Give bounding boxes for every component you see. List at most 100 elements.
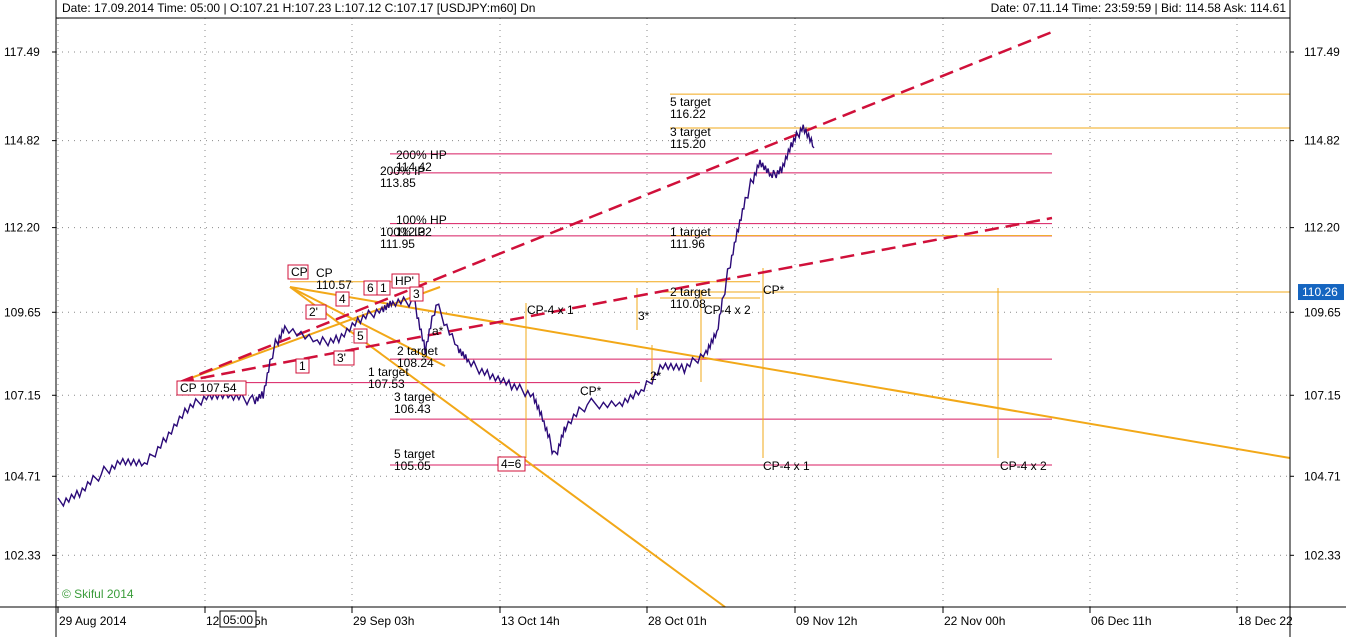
wave-label: 4 <box>339 292 346 306</box>
level-label: 2 target <box>397 344 438 358</box>
wave-label-box-11 <box>176 380 247 396</box>
level-label: 3 target <box>670 125 711 139</box>
watermark: © Skiful 2014 <box>62 587 134 601</box>
level-label: 112.32 <box>396 225 432 239</box>
wave-label-box-4 <box>335 291 350 307</box>
wave-label-box-2 <box>305 304 327 320</box>
header-left-info: Date: 17.09.2014 Time: 05:00 | O:107.21 … <box>62 1 536 15</box>
y-tick-label-left: 104.71 <box>4 469 41 483</box>
x-tick-label: 29 Aug 2014 <box>59 614 127 628</box>
y-tick-label-right: 107.15 <box>1304 388 1341 402</box>
level-label: 100% IP <box>380 225 425 239</box>
level-label: 107.53 <box>368 377 405 391</box>
wave-label: 5 <box>357 329 364 343</box>
crosshair-time-box <box>219 610 257 628</box>
level-label: 200% IP <box>380 164 425 178</box>
wave-label: 1 <box>380 281 387 295</box>
level-label: 3 target <box>394 390 435 404</box>
annotation-7: a* <box>432 324 444 338</box>
wave-label: 6 <box>367 281 374 295</box>
level-label: 100% HP <box>396 213 447 227</box>
grid-lines <box>56 18 1290 607</box>
wave-label: 3' <box>337 351 346 365</box>
x-tick-label: 18 Dec 22 <box>1238 614 1293 628</box>
orange-trendline-0 <box>289 286 1291 459</box>
price-line <box>57 124 815 508</box>
level-label: CP* <box>763 283 785 297</box>
y-tick-label-left: 112.20 <box>4 221 40 235</box>
wave-label-box-1 <box>295 358 310 374</box>
level-label: 108.24 <box>397 356 434 370</box>
level-label: 106.43 <box>394 402 431 416</box>
x-tick-label: 13 Oct 14h <box>501 614 560 628</box>
y-tick-label-left: 109.65 <box>4 305 41 319</box>
x-tick-label: 29 Sep 03h <box>353 614 414 628</box>
level-label: 5 target <box>394 447 435 461</box>
price-series <box>57 124 815 508</box>
wave-label-box-7 <box>376 280 391 296</box>
header-right-info: Date: 07.11.14 Time: 23:59:59 | Bid: 114… <box>990 1 1286 15</box>
annotation-5: CP-4 x 1 <box>763 459 810 473</box>
level-label: 114.42 <box>396 160 432 174</box>
x-tick-label: 22 Nov 00h <box>944 614 1005 628</box>
y-tick-label-right: 109.65 <box>1304 305 1341 319</box>
wave-label: 2' <box>309 305 318 319</box>
level-label: 105.05 <box>394 459 431 473</box>
wave-label: 4=6 <box>501 457 522 471</box>
level-label: 111.95 <box>380 237 415 251</box>
level-label: 110.08 <box>670 297 706 311</box>
wave-label-box-10 <box>497 456 526 472</box>
y-tick-label-left: 107.15 <box>4 388 41 402</box>
annotation-0: CP-4 x 1 <box>527 303 574 317</box>
wave-label-box-8 <box>391 273 420 289</box>
wave-label-box-9 <box>409 286 424 302</box>
annotation-6: CP-4 x 2 <box>1000 459 1047 473</box>
current-price-tag <box>1298 284 1344 301</box>
lower-red-trendline <box>179 216 1053 384</box>
wave-label-box-3 <box>333 350 355 366</box>
wave-label-box-0 <box>287 264 309 280</box>
level-label: 116.22 <box>670 107 706 121</box>
y-tick-label-right: 102.33 <box>1304 548 1341 562</box>
annotation-1: CP-4 x 2 <box>704 303 751 317</box>
wave-label-box-5 <box>353 328 368 344</box>
level-label: CP <box>316 266 333 280</box>
level-label: 110.57 <box>316 278 352 292</box>
annotation-3: 2* <box>650 369 662 383</box>
wave-label: 3 <box>413 287 420 301</box>
y-tick-label-right: 104.71 <box>1304 469 1341 483</box>
level-label: 111.96 <box>670 237 705 251</box>
orange-trendlines <box>179 268 1291 608</box>
crosshair-time-label: 05:00 <box>223 613 253 627</box>
red-dashed-trendlines <box>179 30 1053 384</box>
annotation-2: 3* <box>638 309 650 323</box>
level-label: 1 target <box>670 225 711 239</box>
x-tick-label: 28 Oct 01h <box>648 614 707 628</box>
upper-red-trendline <box>179 30 1053 384</box>
wave-label: CP 107.54 <box>180 381 237 395</box>
annotation-4: CP* <box>580 384 602 398</box>
level-label: 115.20 <box>670 137 706 151</box>
current-price-label: 110.26 <box>1302 285 1338 299</box>
y-tick-label-left: 117.49 <box>4 45 40 59</box>
y-tick-label-left: 114.82 <box>4 134 40 148</box>
level-label: 200% HP <box>396 148 447 162</box>
level-label: 2 target <box>670 285 711 299</box>
x-tick-label: 09 Nov 12h <box>796 614 857 628</box>
wave-label: CP <box>291 265 308 279</box>
y-tick-label-left: 102.33 <box>4 548 41 562</box>
x-tick-label: 06 Dec 11h <box>1091 614 1152 628</box>
wave-label: 1 <box>299 359 306 373</box>
level-label: 1 target <box>368 365 409 379</box>
level-label: 5 target <box>670 95 711 109</box>
orange-trendline-2 <box>289 286 446 367</box>
y-tick-label-right: 117.49 <box>1304 45 1340 59</box>
level-label: 113.85 <box>380 176 416 190</box>
y-tick-label-right: 112.20 <box>1304 221 1340 235</box>
y-tick-label-right: 114.82 <box>1304 134 1340 148</box>
wave-label: HP' <box>395 274 414 288</box>
